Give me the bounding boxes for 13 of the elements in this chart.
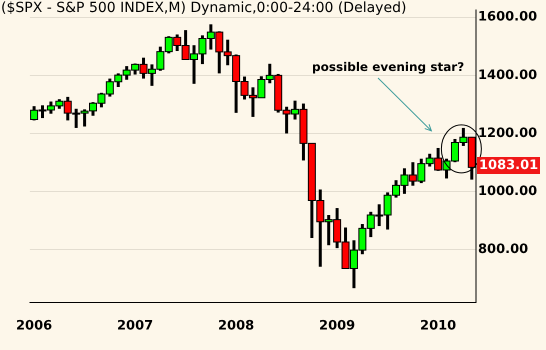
y-tick-label: 1200.00 xyxy=(478,126,538,141)
chart-title: ($SPX - S&P 500 INDEX,M) Dynamic,0:00-24:00 (Delayed) xyxy=(1,0,406,16)
x-tick-label: 2010 xyxy=(420,318,456,334)
text: 1083.01 xyxy=(477,157,540,174)
x-tick-label: 2009 xyxy=(319,318,356,334)
x-tick-label: 2007 xyxy=(117,318,154,334)
x-tick-label: 2008 xyxy=(218,318,254,334)
annotation: possible evening star? xyxy=(312,60,464,74)
y-tick-label: 1400.00 xyxy=(478,68,538,83)
y-tick-label: 800.00 xyxy=(478,242,528,257)
y-tick-label: 1000.00 xyxy=(478,184,538,199)
x-tick-label: 2006 xyxy=(16,318,52,334)
y-tick-label: 1600.00 xyxy=(478,10,538,25)
